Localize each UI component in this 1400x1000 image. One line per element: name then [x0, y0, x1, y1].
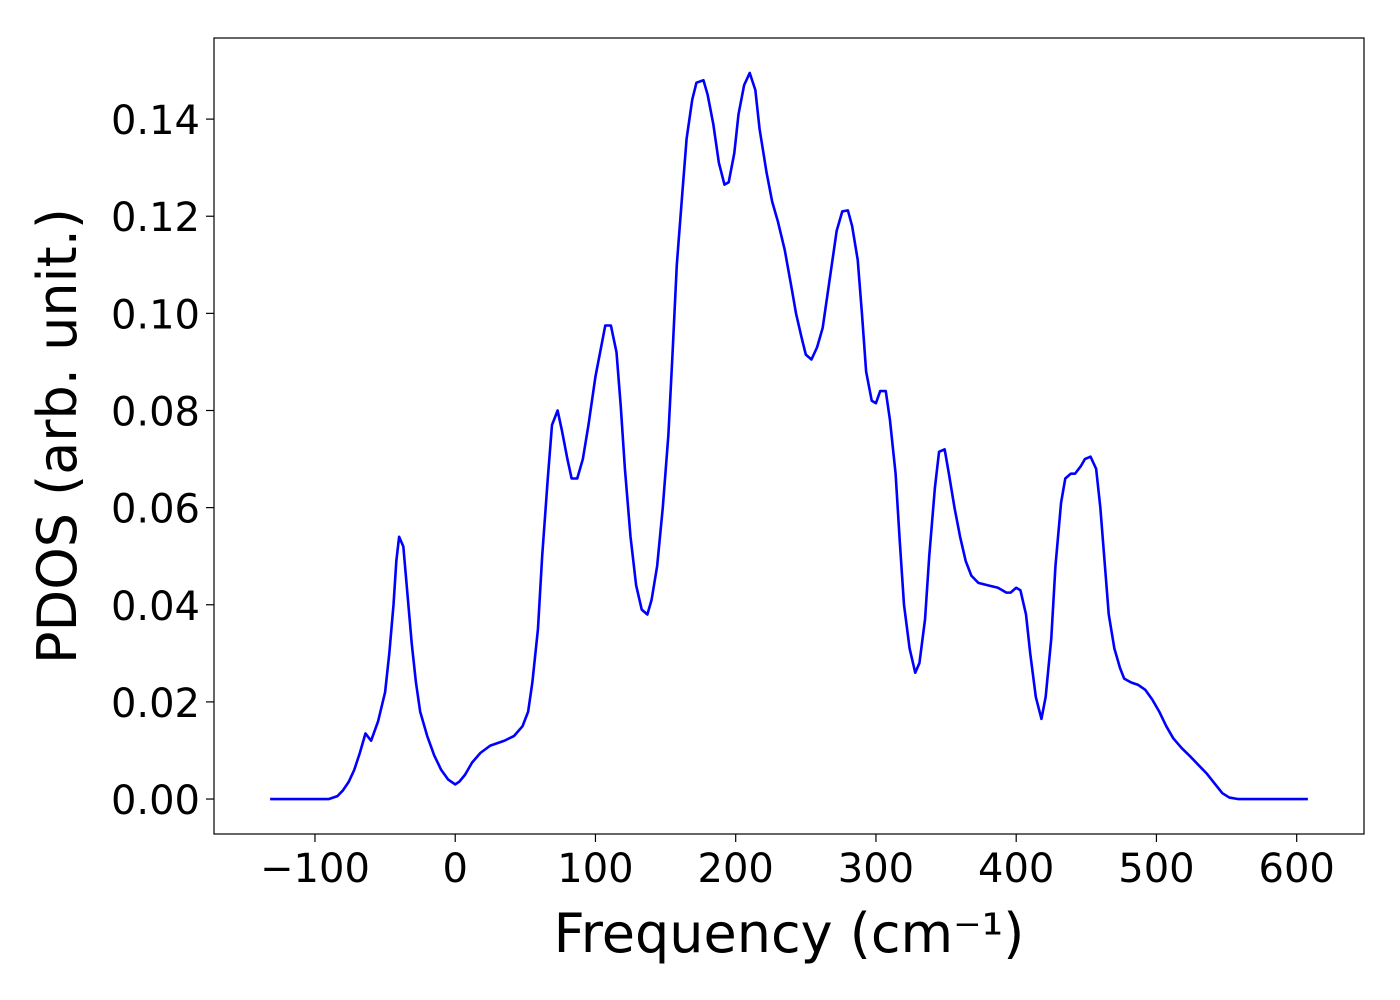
pdos-line [270, 71, 1308, 801]
x-tick-label: 400 [978, 846, 1054, 892]
y-tick-label: 0.04 [111, 584, 200, 630]
y-tick-label: 0.08 [111, 390, 200, 436]
x-tick-label: −100 [260, 846, 370, 892]
x-tick-label: 500 [1118, 846, 1194, 892]
y-tick-label: 0.02 [111, 681, 200, 727]
y-tick-label: 0.12 [111, 195, 200, 241]
y-tick-label: 0.00 [111, 778, 200, 824]
x-tick-label: 300 [838, 846, 914, 892]
y-tick-label: 0.06 [111, 487, 200, 533]
x-axis-label: Frequency (cm⁻¹) [554, 902, 1025, 965]
x-tick-label: 200 [698, 846, 774, 892]
x-tick-label: 100 [557, 846, 633, 892]
y-tick-label: 0.14 [111, 98, 200, 144]
y-axis-label: PDOS (arb. unit.) [26, 208, 89, 664]
y-tick-label: 0.10 [111, 292, 200, 338]
plot-frame [213, 37, 1365, 835]
x-tick-label: 600 [1259, 846, 1335, 892]
x-tick-label: 0 [442, 846, 467, 892]
